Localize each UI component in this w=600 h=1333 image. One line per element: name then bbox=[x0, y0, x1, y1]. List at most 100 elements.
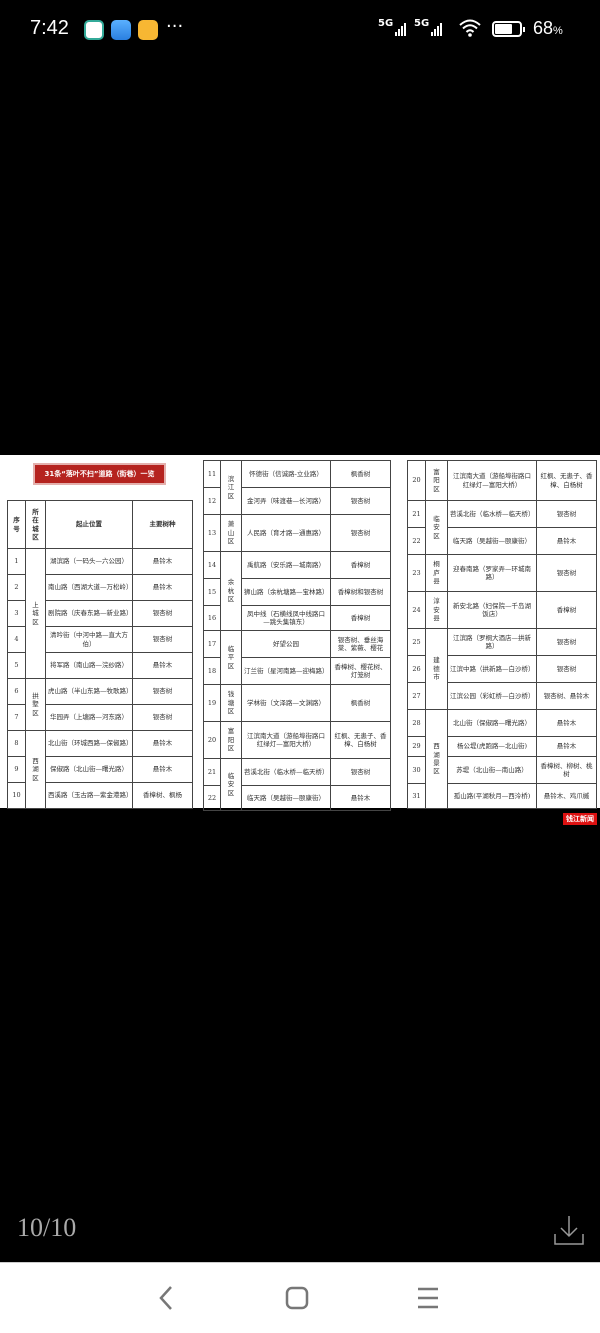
table-row: 5 将军路（南山路—浣纱路） 悬铃木 bbox=[7, 652, 193, 679]
district-cell: 淳安县 bbox=[425, 591, 448, 629]
location-cell: 禹航路（安乐路—城南路） bbox=[241, 551, 331, 579]
table-row: 6 拱墅区 虎山路（半山东路—牧歌路） 银杏树 bbox=[7, 678, 193, 731]
row-number: 6 bbox=[7, 678, 26, 705]
table-row: 15 狮山路（余杭塘路—宝林路） 香樟树和银杏树 bbox=[203, 578, 391, 606]
table-row: 28 西湖景区 北山街（保俶路—曙光路） 悬铃木 bbox=[407, 709, 597, 809]
row-number: 16 bbox=[203, 605, 221, 631]
row-number: 14 bbox=[203, 551, 221, 579]
download-icon[interactable] bbox=[553, 1214, 585, 1246]
clock: 7:42 bbox=[30, 17, 69, 39]
district-cell: 萧山区 bbox=[220, 514, 242, 552]
species-cell: 银杏树 bbox=[536, 655, 597, 683]
tree-road-table: 20 富阳区 江滨南大道（游船埠街路口红绿灯—富阳大桥） 红枫、无患子、香樟、白杨树 2… bbox=[407, 460, 597, 809]
row-number: 9 bbox=[7, 756, 26, 783]
row-number: 21 bbox=[203, 758, 221, 786]
district-cell: 临安区 bbox=[425, 500, 448, 555]
home-icon[interactable] bbox=[285, 1285, 309, 1311]
row-number: 25 bbox=[407, 628, 426, 656]
table-row: 22 临天路（吴越街—颐康街） 悬铃木 bbox=[203, 785, 391, 811]
menu-icon[interactable] bbox=[416, 1285, 440, 1311]
location-cell: 虎山路（半山东路—牧歌路） bbox=[45, 678, 133, 705]
species-cell: 银杏树 bbox=[132, 600, 193, 627]
row-number: 15 bbox=[203, 578, 221, 606]
row-number: 23 bbox=[407, 554, 426, 592]
location-cell: 江滨南大道（游船埠街路口红绿灯—富阳大桥） bbox=[447, 460, 537, 501]
notes-app-icon bbox=[138, 20, 158, 40]
species-cell: 香樟树、柳树、桃树 bbox=[536, 756, 597, 784]
district-cell: 富阳区 bbox=[220, 721, 242, 759]
row-number: 8 bbox=[7, 730, 26, 757]
species-cell: 香樟树和银杏树 bbox=[330, 578, 391, 606]
table-row: 27 江滨公园（彩虹桥—白沙桥） 银杏树、悬铃木 bbox=[407, 682, 597, 710]
location-cell: 湖滨路（一码头—六公园） bbox=[45, 548, 133, 575]
row-number: 26 bbox=[407, 655, 426, 683]
wifi-icon bbox=[459, 19, 481, 37]
viewed-image[interactable]: 31条“落叶不扫”道路（街巷）一览 序号 所在城区 起止位置 主要树种 1 上城区 湖滨路（… bbox=[0, 455, 600, 825]
district-cell: 临平区 bbox=[220, 630, 242, 685]
table-row: 23 桐庐县 迎春南路（罗家弄—环城南路） 银杏树 bbox=[407, 554, 597, 592]
location-cell: 怀德街（信诚路-立业路） bbox=[241, 460, 331, 488]
battery-icon bbox=[492, 21, 525, 37]
location-cell: 华园弄（上塘路—河东路） bbox=[45, 704, 133, 731]
district-cell: 建德市 bbox=[425, 628, 448, 710]
species-cell: 悬铃木 bbox=[536, 527, 597, 555]
table-row: 4 清吟街（中河中路—直大方伯） 银杏树 bbox=[7, 626, 193, 653]
row-number: 10 bbox=[7, 782, 26, 809]
species-cell: 悬铃木 bbox=[132, 730, 193, 757]
location-cell: 清吟街（中河中路—直大方伯） bbox=[45, 626, 133, 653]
row-number: 21 bbox=[407, 500, 426, 528]
row-number: 30 bbox=[407, 756, 426, 784]
location-cell: 人民路（育才路—通惠路） bbox=[241, 514, 331, 552]
row-number: 29 bbox=[407, 736, 426, 757]
district-cell: 西湖区 bbox=[25, 730, 46, 809]
species-cell: 悬铃木 bbox=[330, 785, 391, 811]
district-cell: 钱塘区 bbox=[220, 684, 242, 722]
table-row: 25 建德市 江滨路（罗桐大酒店—拱新路） 银杏树 bbox=[407, 628, 597, 710]
location-cell: 好望公园 bbox=[241, 630, 331, 658]
table-row: 24 淳安县 新安北路（妇保院—千岛湖饭店） 香樟树 bbox=[407, 591, 597, 629]
species-cell: 香樟树 bbox=[330, 605, 391, 631]
network-type-1: 5G bbox=[378, 18, 394, 29]
species-cell: 悬铃木 bbox=[132, 652, 193, 679]
table-row: 19 钱塘区 学林街（文泽路—文渊路） 枫香树 bbox=[203, 684, 391, 722]
table-row: 31 孤山路(平湖秋月—西泠桥) 悬铃木、鸡爪槭 bbox=[407, 783, 597, 809]
species-cell: 悬铃木 bbox=[536, 736, 597, 757]
location-cell: 保俶路（北山街—曙光路） bbox=[45, 756, 133, 783]
table-title: 31条“落叶不扫”道路（街巷）一览 bbox=[33, 463, 166, 485]
location-cell: 杨公堤(虎跑路—北山街) bbox=[447, 736, 537, 757]
table-row: 21 临安区 苕溪北街（临水桥—临天桥） 银杏树 bbox=[203, 758, 391, 811]
species-cell: 银杏树 bbox=[330, 487, 391, 515]
location-cell: 江滨路（罗桐大酒店—拱新路） bbox=[447, 628, 537, 656]
row-number: 12 bbox=[203, 487, 221, 515]
table-row: 14 余杭区 禹航路（安乐路—城南路） 香樟树 bbox=[203, 551, 391, 631]
row-number: 31 bbox=[407, 783, 426, 809]
back-icon[interactable] bbox=[156, 1285, 176, 1311]
location-cell: 江滨公园（彩虹桥—白沙桥） bbox=[447, 682, 537, 710]
location-cell: 南山路（西湖大道—万松岭） bbox=[45, 574, 133, 601]
district-cell: 富阳区 bbox=[425, 460, 448, 501]
table-row: 17 临平区 好望公园 银杏树、垂丝海棠、紫薇、樱花 bbox=[203, 630, 391, 685]
species-cell: 香樟树 bbox=[330, 551, 391, 579]
species-cell: 香樟树、枫杨 bbox=[132, 782, 193, 809]
district-cell: 西湖景区 bbox=[425, 709, 448, 809]
table-row: 13 萧山区 人民路（育才路—通惠路） 银杏树 bbox=[203, 514, 391, 552]
battery-percent: 68% bbox=[533, 18, 563, 38]
species-cell: 红枫、无患子、香樟、白杨树 bbox=[536, 460, 597, 501]
district-cell: 临安区 bbox=[220, 758, 242, 811]
tree-road-table: 11 滨江区 怀德街（信诚路-立业路） 枫香树 12 金河弄（味渡巷—长河路） 银杏树 13 萧… bbox=[203, 460, 391, 811]
location-cell: 江滨南大道（游船埠街路口红绿灯—富阳大桥） bbox=[241, 721, 331, 759]
column-header: 所在城区 bbox=[25, 500, 46, 549]
row-number: 2 bbox=[7, 574, 26, 601]
row-number: 28 bbox=[407, 709, 426, 737]
species-cell: 香樟树、樱花树、灯笼树 bbox=[330, 657, 391, 685]
species-cell: 银杏树 bbox=[536, 628, 597, 656]
location-cell: 新安北路（妇保院—千岛湖饭店） bbox=[447, 591, 537, 629]
network-type-2: 5G bbox=[414, 18, 430, 29]
table-row: 2 南山路（西湖大道—万松岭） 悬铃木 bbox=[7, 574, 193, 601]
row-number: 20 bbox=[407, 460, 426, 501]
weather-app-icon bbox=[111, 20, 131, 40]
smart-home-app-icon bbox=[84, 20, 104, 40]
location-cell: 狮山路（余杭塘路—宝林路） bbox=[241, 578, 331, 606]
table-row: 7 华园弄（上塘路—河东路） 银杏树 bbox=[7, 704, 193, 731]
location-cell: 江滨中路（拱新路—白沙桥） bbox=[447, 655, 537, 683]
